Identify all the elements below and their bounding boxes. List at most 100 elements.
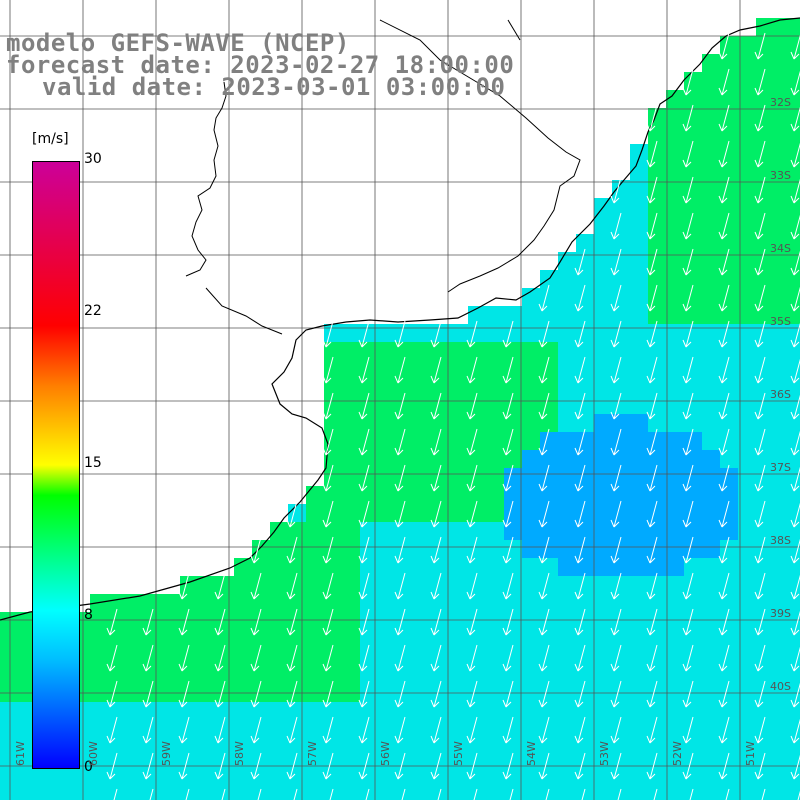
wind-arrow	[718, 212, 730, 240]
wind-arrow	[646, 608, 658, 636]
wind-cell	[180, 648, 199, 667]
wind-cell	[702, 558, 721, 577]
wind-cell	[504, 360, 523, 379]
wind-cell	[306, 558, 325, 577]
wind-cell	[540, 666, 559, 685]
colorbar-tick: 30	[84, 151, 102, 167]
wind-arrow	[358, 752, 370, 780]
wind-cell	[126, 594, 145, 613]
wind-cell	[720, 180, 739, 199]
wind-cell	[756, 360, 775, 379]
wind-cell	[630, 432, 649, 451]
wind-cell	[720, 432, 739, 451]
wind-cell	[576, 648, 595, 667]
wind-arrow	[610, 500, 622, 528]
wind-arrow	[502, 356, 514, 384]
wind-cell	[324, 378, 343, 397]
wind-cell	[216, 774, 235, 793]
wind-cell	[612, 450, 631, 469]
wind-cell	[324, 450, 343, 469]
wind-cell	[486, 306, 505, 325]
wind-cell	[702, 576, 721, 595]
wind-arrow	[718, 752, 730, 780]
wind-cell	[738, 504, 757, 523]
wind-cell	[684, 216, 703, 235]
wind-cell	[504, 792, 523, 800]
wind-arrow	[142, 680, 154, 708]
wind-arrow	[286, 608, 298, 636]
wind-cell	[234, 774, 253, 793]
wind-cell	[234, 612, 253, 631]
wind-cell	[648, 216, 667, 235]
wind-cell	[666, 468, 685, 487]
wind-cell	[450, 378, 469, 397]
wind-cell	[738, 144, 757, 163]
wind-cell	[378, 576, 397, 595]
wind-cell	[558, 630, 577, 649]
wind-cell	[522, 702, 541, 721]
wind-cell	[792, 576, 800, 595]
wind-cell	[486, 630, 505, 649]
wind-cell	[522, 378, 541, 397]
wind-arrow	[538, 428, 550, 456]
wind-cell	[702, 450, 721, 469]
wind-cell	[396, 360, 415, 379]
wind-arrow	[574, 320, 586, 348]
wind-cell	[612, 324, 631, 343]
wind-arrow	[286, 572, 298, 600]
wind-arrow	[682, 212, 694, 240]
wind-cell	[594, 666, 613, 685]
wind-cell	[378, 504, 397, 523]
rio-de-la-plata-coast	[185, 81, 283, 335]
wind-cell	[684, 504, 703, 523]
wind-cell	[666, 486, 685, 505]
wind-cell	[612, 612, 631, 631]
wind-cell	[342, 450, 361, 469]
wind-cell	[702, 162, 721, 181]
wind-cell	[468, 450, 487, 469]
wind-cell	[216, 594, 235, 613]
wind-cell	[486, 432, 505, 451]
wind-cell	[414, 396, 433, 415]
wind-arrow	[509, 788, 514, 800]
wind-cell	[792, 666, 800, 685]
wind-arrow	[646, 140, 658, 168]
forecast-date: forecast date: 2023-02-27 18:00:00	[6, 51, 515, 79]
wind-cell	[504, 558, 523, 577]
wind-cell	[522, 756, 541, 775]
wind-cell	[702, 288, 721, 307]
wind-cell	[486, 756, 505, 775]
wind-cell	[756, 774, 775, 793]
wind-cell	[702, 486, 721, 505]
wind-cell	[666, 702, 685, 721]
wind-cell	[486, 360, 505, 379]
wind-cell	[576, 414, 595, 433]
wind-cell	[594, 630, 613, 649]
wind-cell	[90, 594, 109, 613]
wind-arrow	[610, 176, 622, 204]
wind-cell	[450, 648, 469, 667]
wind-cell	[666, 666, 685, 685]
wind-cell	[612, 306, 631, 325]
wind-cell	[648, 468, 667, 487]
wind-arrow	[394, 536, 406, 564]
wind-cell	[684, 702, 703, 721]
wind-cell	[252, 648, 271, 667]
wind-cell	[576, 324, 595, 343]
wind-cell	[504, 522, 523, 541]
wind-arrow	[646, 464, 658, 492]
wind-cell	[0, 774, 19, 793]
wind-arrow	[646, 572, 658, 600]
wind-cell	[162, 612, 181, 631]
wind-arrow	[682, 68, 694, 96]
wind-cell	[684, 324, 703, 343]
wind-cell	[396, 378, 415, 397]
wind-cell	[432, 450, 451, 469]
wind-arrow	[574, 536, 586, 564]
wind-cell	[648, 630, 667, 649]
wind-cell	[666, 342, 685, 361]
wind-cell	[360, 396, 379, 415]
wind-cell	[630, 558, 649, 577]
wind-cell	[504, 774, 523, 793]
wind-cell	[486, 720, 505, 739]
